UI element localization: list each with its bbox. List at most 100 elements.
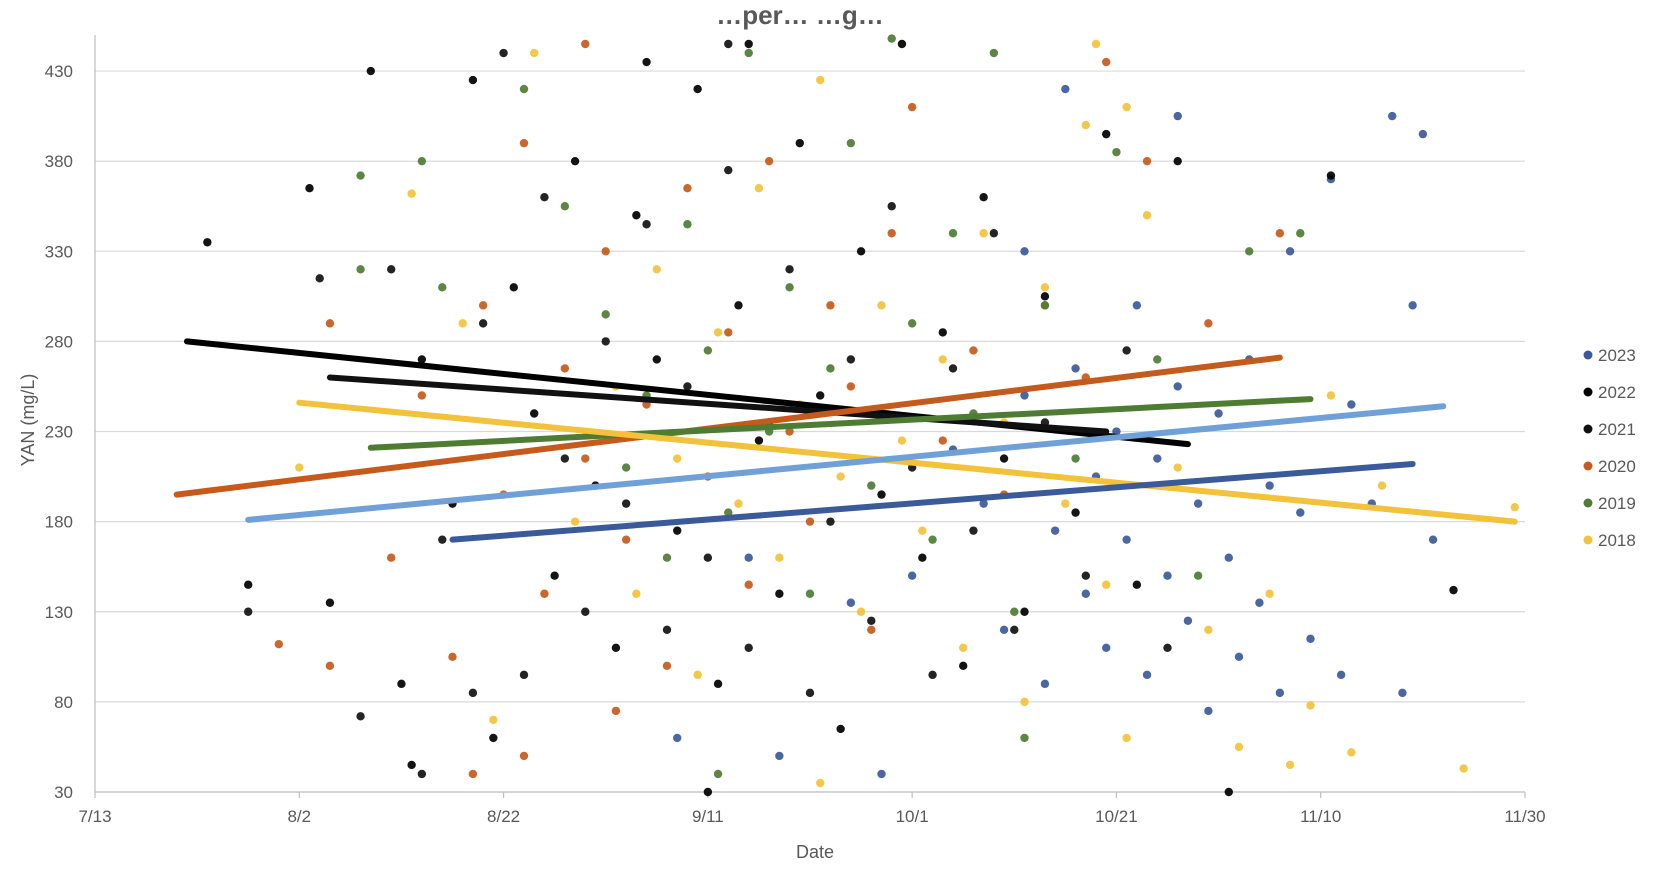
data-point <box>530 409 539 418</box>
data-point <box>1173 156 1182 166</box>
data-point <box>959 643 968 653</box>
data-point <box>642 220 651 229</box>
data-point <box>938 328 947 337</box>
data-point <box>1091 39 1101 49</box>
data-point <box>417 769 427 779</box>
data-point <box>775 751 784 761</box>
data-point <box>387 553 396 562</box>
data-point <box>1296 229 1305 238</box>
data-point <box>295 463 304 472</box>
data-point <box>724 328 733 337</box>
data-point <box>713 679 723 689</box>
data-point <box>1061 499 1070 508</box>
axes: 30 80 130 180 230 280 330 380 430 7/13 8/2 8/22 9/11… <box>45 35 1546 826</box>
data-point <box>928 670 937 680</box>
data-point <box>1163 643 1172 653</box>
legend-label: 2020 <box>1598 457 1636 476</box>
data-point <box>1418 129 1428 139</box>
data-point <box>356 712 365 721</box>
x-tick-label: 11/30 <box>1504 807 1545 826</box>
legend-label: 2023 <box>1598 346 1636 365</box>
data-point <box>979 229 988 238</box>
data-point <box>468 75 478 85</box>
data-point <box>1173 382 1182 391</box>
legend-label: 2018 <box>1598 531 1636 550</box>
data-point <box>928 535 937 544</box>
data-point <box>846 355 856 364</box>
data-point <box>458 319 467 328</box>
legend-marker <box>1583 350 1593 360</box>
data-point <box>836 724 845 734</box>
data-point <box>1102 129 1111 139</box>
x-tick-label: 8/2 <box>287 807 311 826</box>
y-tick-label: 30 <box>54 783 73 802</box>
data-point <box>581 607 590 616</box>
data-point <box>713 769 723 779</box>
data-point <box>1306 634 1315 643</box>
data-point <box>744 643 753 653</box>
trendline-2020 <box>173 354 1283 498</box>
data-point <box>775 589 784 598</box>
data-point <box>785 283 794 292</box>
data-point <box>1112 147 1121 157</box>
data-point <box>509 283 518 292</box>
data-point <box>1040 283 1050 292</box>
data-point <box>203 238 212 247</box>
data-point <box>775 553 784 562</box>
data-point <box>867 616 876 625</box>
trendline-2019 <box>367 396 1314 451</box>
data-point <box>744 580 753 589</box>
data-point <box>1040 301 1050 310</box>
data-point <box>1326 391 1336 400</box>
data-point <box>969 346 978 355</box>
y-tick-label: 280 <box>45 332 73 351</box>
trendline-2023 <box>449 460 1416 543</box>
data-point <box>805 589 815 598</box>
data-point <box>1245 247 1254 256</box>
data-point <box>693 84 702 94</box>
data-point <box>1275 688 1285 698</box>
data-point <box>1142 156 1152 166</box>
data-point <box>540 193 549 202</box>
y-tick-label: 130 <box>45 603 73 622</box>
data-point <box>601 310 610 319</box>
data-point <box>836 472 845 481</box>
data-point <box>1122 346 1131 355</box>
data-point <box>805 688 815 698</box>
data-point <box>438 283 447 292</box>
data-point <box>785 265 794 274</box>
data-point <box>1398 688 1407 698</box>
data-point <box>417 391 427 400</box>
data-point <box>570 517 580 526</box>
data-point <box>673 454 682 463</box>
data-point <box>1449 585 1458 595</box>
data-point <box>1173 463 1182 472</box>
data-point <box>703 346 713 355</box>
data-point <box>1071 454 1080 463</box>
data-point <box>601 247 610 256</box>
data-point <box>846 138 856 148</box>
data-point <box>1306 701 1315 710</box>
data-point <box>969 526 978 535</box>
data-point <box>1153 454 1162 463</box>
data-point <box>1204 319 1213 328</box>
data-point <box>1020 391 1029 400</box>
legend-marker <box>1583 461 1593 471</box>
data-point <box>724 508 733 517</box>
data-point <box>989 48 999 58</box>
data-point <box>325 598 335 607</box>
x-tick-label: 11/10 <box>1300 807 1341 826</box>
data-point <box>754 184 764 193</box>
data-point <box>1296 508 1305 517</box>
data-point <box>979 499 988 508</box>
data-point <box>1377 481 1387 490</box>
data-point <box>560 454 570 463</box>
data-point <box>1040 679 1050 689</box>
data-point <box>1265 589 1274 598</box>
data-point <box>1071 508 1080 517</box>
x-tick-label: 10/1 <box>896 807 929 826</box>
data-point <box>1020 247 1029 256</box>
data-point <box>897 39 907 49</box>
data-point <box>683 220 692 229</box>
